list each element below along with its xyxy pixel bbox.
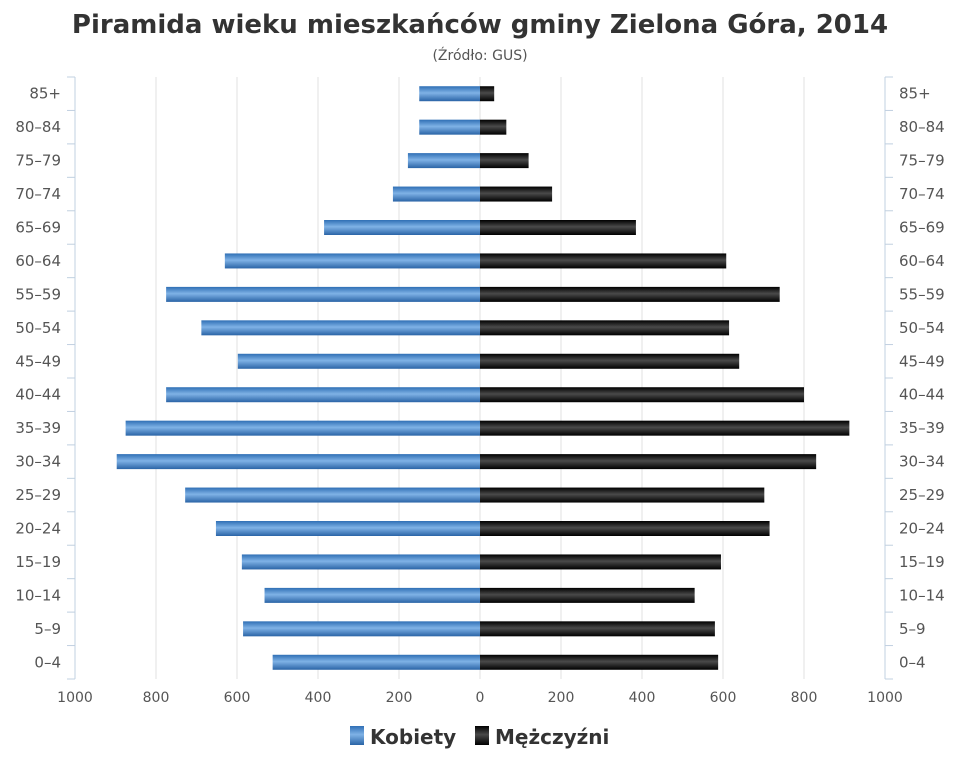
chart-subtitle: (Źródło: GUS) — [432, 46, 527, 64]
category-label-right: 75–79 — [899, 152, 945, 170]
category-label-left: 80–84 — [15, 118, 61, 136]
bar-mezczyzni — [480, 487, 765, 503]
category-label-right: 80–84 — [899, 118, 945, 136]
bar-mezczyzni — [480, 353, 740, 369]
bar-kobiety — [201, 320, 481, 336]
legend-swatch-kobiety — [350, 726, 364, 745]
x-tick-label: 200 — [386, 690, 413, 706]
legend-label-mezczyzni: Mężczyźni — [495, 725, 609, 749]
category-label-right: 40–44 — [899, 386, 945, 404]
bar-mezczyzni — [480, 621, 715, 637]
bar-mezczyzni — [480, 387, 804, 403]
axes — [67, 76, 893, 680]
x-tick-label: 400 — [305, 690, 332, 706]
bar-kobiety — [224, 253, 480, 269]
bar-mezczyzni — [480, 253, 727, 269]
x-tick-label: 400 — [629, 690, 656, 706]
bar-mezczyzni — [480, 587, 695, 603]
x-tick-label: 800 — [791, 690, 818, 706]
category-label-left: 20–24 — [15, 520, 61, 538]
category-labels: 85+ 85+ 80–84 80–84 75–79 75–79 70–74 70–74 65–6… — [15, 85, 944, 672]
bar-kobiety — [392, 186, 480, 202]
category-label-left: 25–29 — [15, 486, 61, 504]
category-label-left: 10–14 — [15, 586, 61, 604]
bar-kobiety — [419, 119, 480, 135]
x-tick-label: 200 — [548, 690, 575, 706]
category-label-left: 55–59 — [15, 285, 61, 303]
category-label-left: 75–79 — [15, 152, 61, 170]
bar-mezczyzni — [480, 521, 770, 536]
bar-kobiety — [237, 353, 480, 369]
legend-label-kobiety: Kobiety — [370, 725, 456, 749]
bar-kobiety — [419, 86, 480, 102]
x-tick-label: 1000 — [57, 690, 93, 706]
category-label-left: 35–39 — [15, 419, 61, 437]
bar-kobiety — [166, 286, 480, 302]
bar-kobiety — [116, 454, 480, 470]
category-label-left: 65–69 — [15, 219, 61, 237]
bar-mezczyzni — [480, 654, 719, 670]
bar-mezczyzni — [480, 554, 721, 570]
bar-kobiety — [215, 521, 480, 536]
category-label-left: 85+ — [29, 85, 61, 103]
bar-mezczyzni — [480, 320, 730, 336]
bar-mezczyzni — [480, 420, 850, 436]
x-tick-label: 1000 — [867, 690, 903, 706]
bar-kobiety — [243, 621, 480, 637]
legend: Kobiety Mężczyźni — [350, 725, 609, 749]
category-label-left: 70–74 — [15, 185, 61, 203]
bar-kobiety — [166, 387, 480, 403]
category-label-right: 20–24 — [899, 520, 945, 538]
bar-kobiety — [407, 153, 480, 169]
bars — [116, 86, 850, 670]
category-label-left: 50–54 — [15, 319, 61, 337]
bar-mezczyzni — [480, 119, 507, 135]
category-label-right: 65–69 — [899, 219, 945, 237]
category-label-right: 10–14 — [899, 586, 945, 604]
legend-swatch-mezczyzni — [475, 726, 489, 745]
category-label-right: 55–59 — [899, 285, 945, 303]
category-label-left: 5–9 — [34, 620, 61, 638]
category-label-right: 5–9 — [899, 620, 926, 638]
bar-kobiety — [125, 420, 480, 436]
bar-mezczyzni — [480, 220, 636, 235]
category-label-right: 0–4 — [899, 653, 926, 671]
category-label-right: 45–49 — [899, 352, 945, 370]
x-tick-label: 800 — [143, 690, 170, 706]
category-label-right: 15–19 — [899, 553, 945, 571]
bar-kobiety — [272, 654, 480, 670]
category-label-right: 70–74 — [899, 185, 945, 203]
category-label-left: 0–4 — [34, 653, 61, 671]
category-label-right: 85+ — [899, 85, 931, 103]
bar-mezczyzni — [480, 286, 780, 302]
category-label-left: 15–19 — [15, 553, 61, 571]
bar-kobiety — [264, 587, 480, 603]
bar-kobiety — [324, 220, 480, 235]
category-label-left: 60–64 — [15, 252, 61, 270]
bar-kobiety — [185, 487, 480, 503]
bar-mezczyzni — [480, 186, 553, 202]
bar-mezczyzni — [480, 454, 817, 470]
category-label-right: 35–39 — [899, 419, 945, 437]
category-label-left: 45–49 — [15, 352, 61, 370]
chart-title: Piramida wieku mieszkańców gminy Zielona… — [72, 10, 888, 40]
category-label-right: 30–34 — [899, 453, 945, 471]
category-label-left: 40–44 — [15, 386, 61, 404]
bar-kobiety — [241, 554, 480, 570]
category-label-right: 60–64 — [899, 252, 945, 270]
bar-mezczyzni — [480, 86, 495, 102]
bar-mezczyzni — [480, 153, 529, 169]
x-tick-label: 0 — [476, 690, 485, 706]
category-label-left: 30–34 — [15, 453, 61, 471]
category-label-right: 25–29 — [899, 486, 945, 504]
x-tick-label: 600 — [224, 690, 251, 706]
x-tick-label: 600 — [710, 690, 737, 706]
x-tick-labels: 1000 800 600 400 200 0 200 400 600 800 1000 — [57, 690, 903, 706]
category-label-right: 50–54 — [899, 319, 945, 337]
